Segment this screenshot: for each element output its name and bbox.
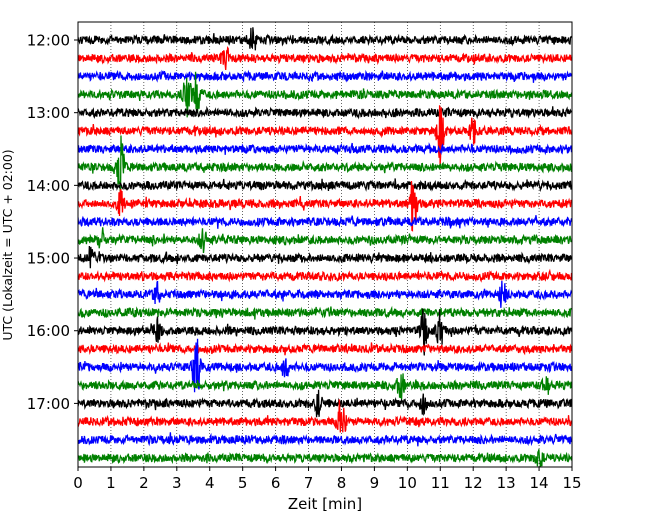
seismic-traces	[78, 27, 572, 467]
trace-1330	[78, 142, 572, 156]
plot-frame	[77, 21, 573, 468]
x-tick-label: 9	[370, 474, 380, 492]
y-tick-label: 13:00	[27, 104, 70, 122]
x-tick-label: 15	[562, 474, 581, 492]
x-tick-label: 13	[497, 474, 516, 492]
x-tick-label: 11	[431, 474, 450, 492]
x-tick-label: 1	[106, 474, 116, 492]
y-tick-label: 12:00	[27, 32, 70, 50]
trace-1600	[78, 308, 572, 356]
x-tick-label: 8	[337, 474, 347, 492]
x-axis-label: Zeit [min]	[288, 495, 362, 513]
y-axis-ticks: 12:00 13:00 14:00 15:00 16:00 17:00	[27, 32, 78, 413]
trace-1645	[78, 373, 572, 400]
trace-1315	[78, 105, 572, 167]
trace-1545	[78, 305, 572, 320]
trace-1200	[78, 27, 572, 51]
trace-1215	[78, 46, 572, 71]
trace-1500	[78, 246, 572, 269]
x-tick-label: 12	[464, 474, 483, 492]
y-tick-label: 14:00	[27, 177, 70, 195]
x-tick-label: 10	[398, 474, 417, 492]
trace-1300	[78, 105, 572, 120]
x-tick-label: 3	[172, 474, 182, 492]
trace-1230	[78, 69, 572, 83]
trace-1515	[78, 268, 572, 283]
x-tick-label: 4	[205, 474, 215, 492]
x-tick-label: 7	[304, 474, 314, 492]
x-tick-label: 6	[271, 474, 281, 492]
x-axis-ticks: 0 1 2 3 4 5 6 7 8 9 10 11 12 13 14 15	[73, 467, 582, 492]
trace-1445	[78, 227, 572, 254]
trace-1615	[78, 342, 572, 356]
trace-1745	[78, 449, 572, 467]
x-tick-label: 2	[139, 474, 149, 492]
trace-1345	[78, 135, 572, 204]
trace-1715	[78, 399, 572, 433]
trace-1245	[78, 71, 572, 118]
x-tick-label: 14	[530, 474, 549, 492]
y-tick-label: 15:00	[27, 250, 70, 268]
trace-1700	[78, 389, 572, 418]
x-tick-label: 5	[238, 474, 248, 492]
y-axis-label: UTC (Lokalzeit = UTC + 02:00)	[0, 149, 15, 340]
trace-1630	[78, 338, 572, 393]
trace-1400	[78, 178, 572, 193]
trace-1530	[78, 280, 572, 308]
trace-1430	[78, 215, 572, 229]
trace-1730	[78, 432, 572, 447]
x-tick-label: 0	[73, 474, 83, 492]
trace-1415	[78, 181, 572, 232]
y-tick-label: 17:00	[27, 395, 70, 413]
y-tick-label: 16:00	[27, 322, 70, 340]
